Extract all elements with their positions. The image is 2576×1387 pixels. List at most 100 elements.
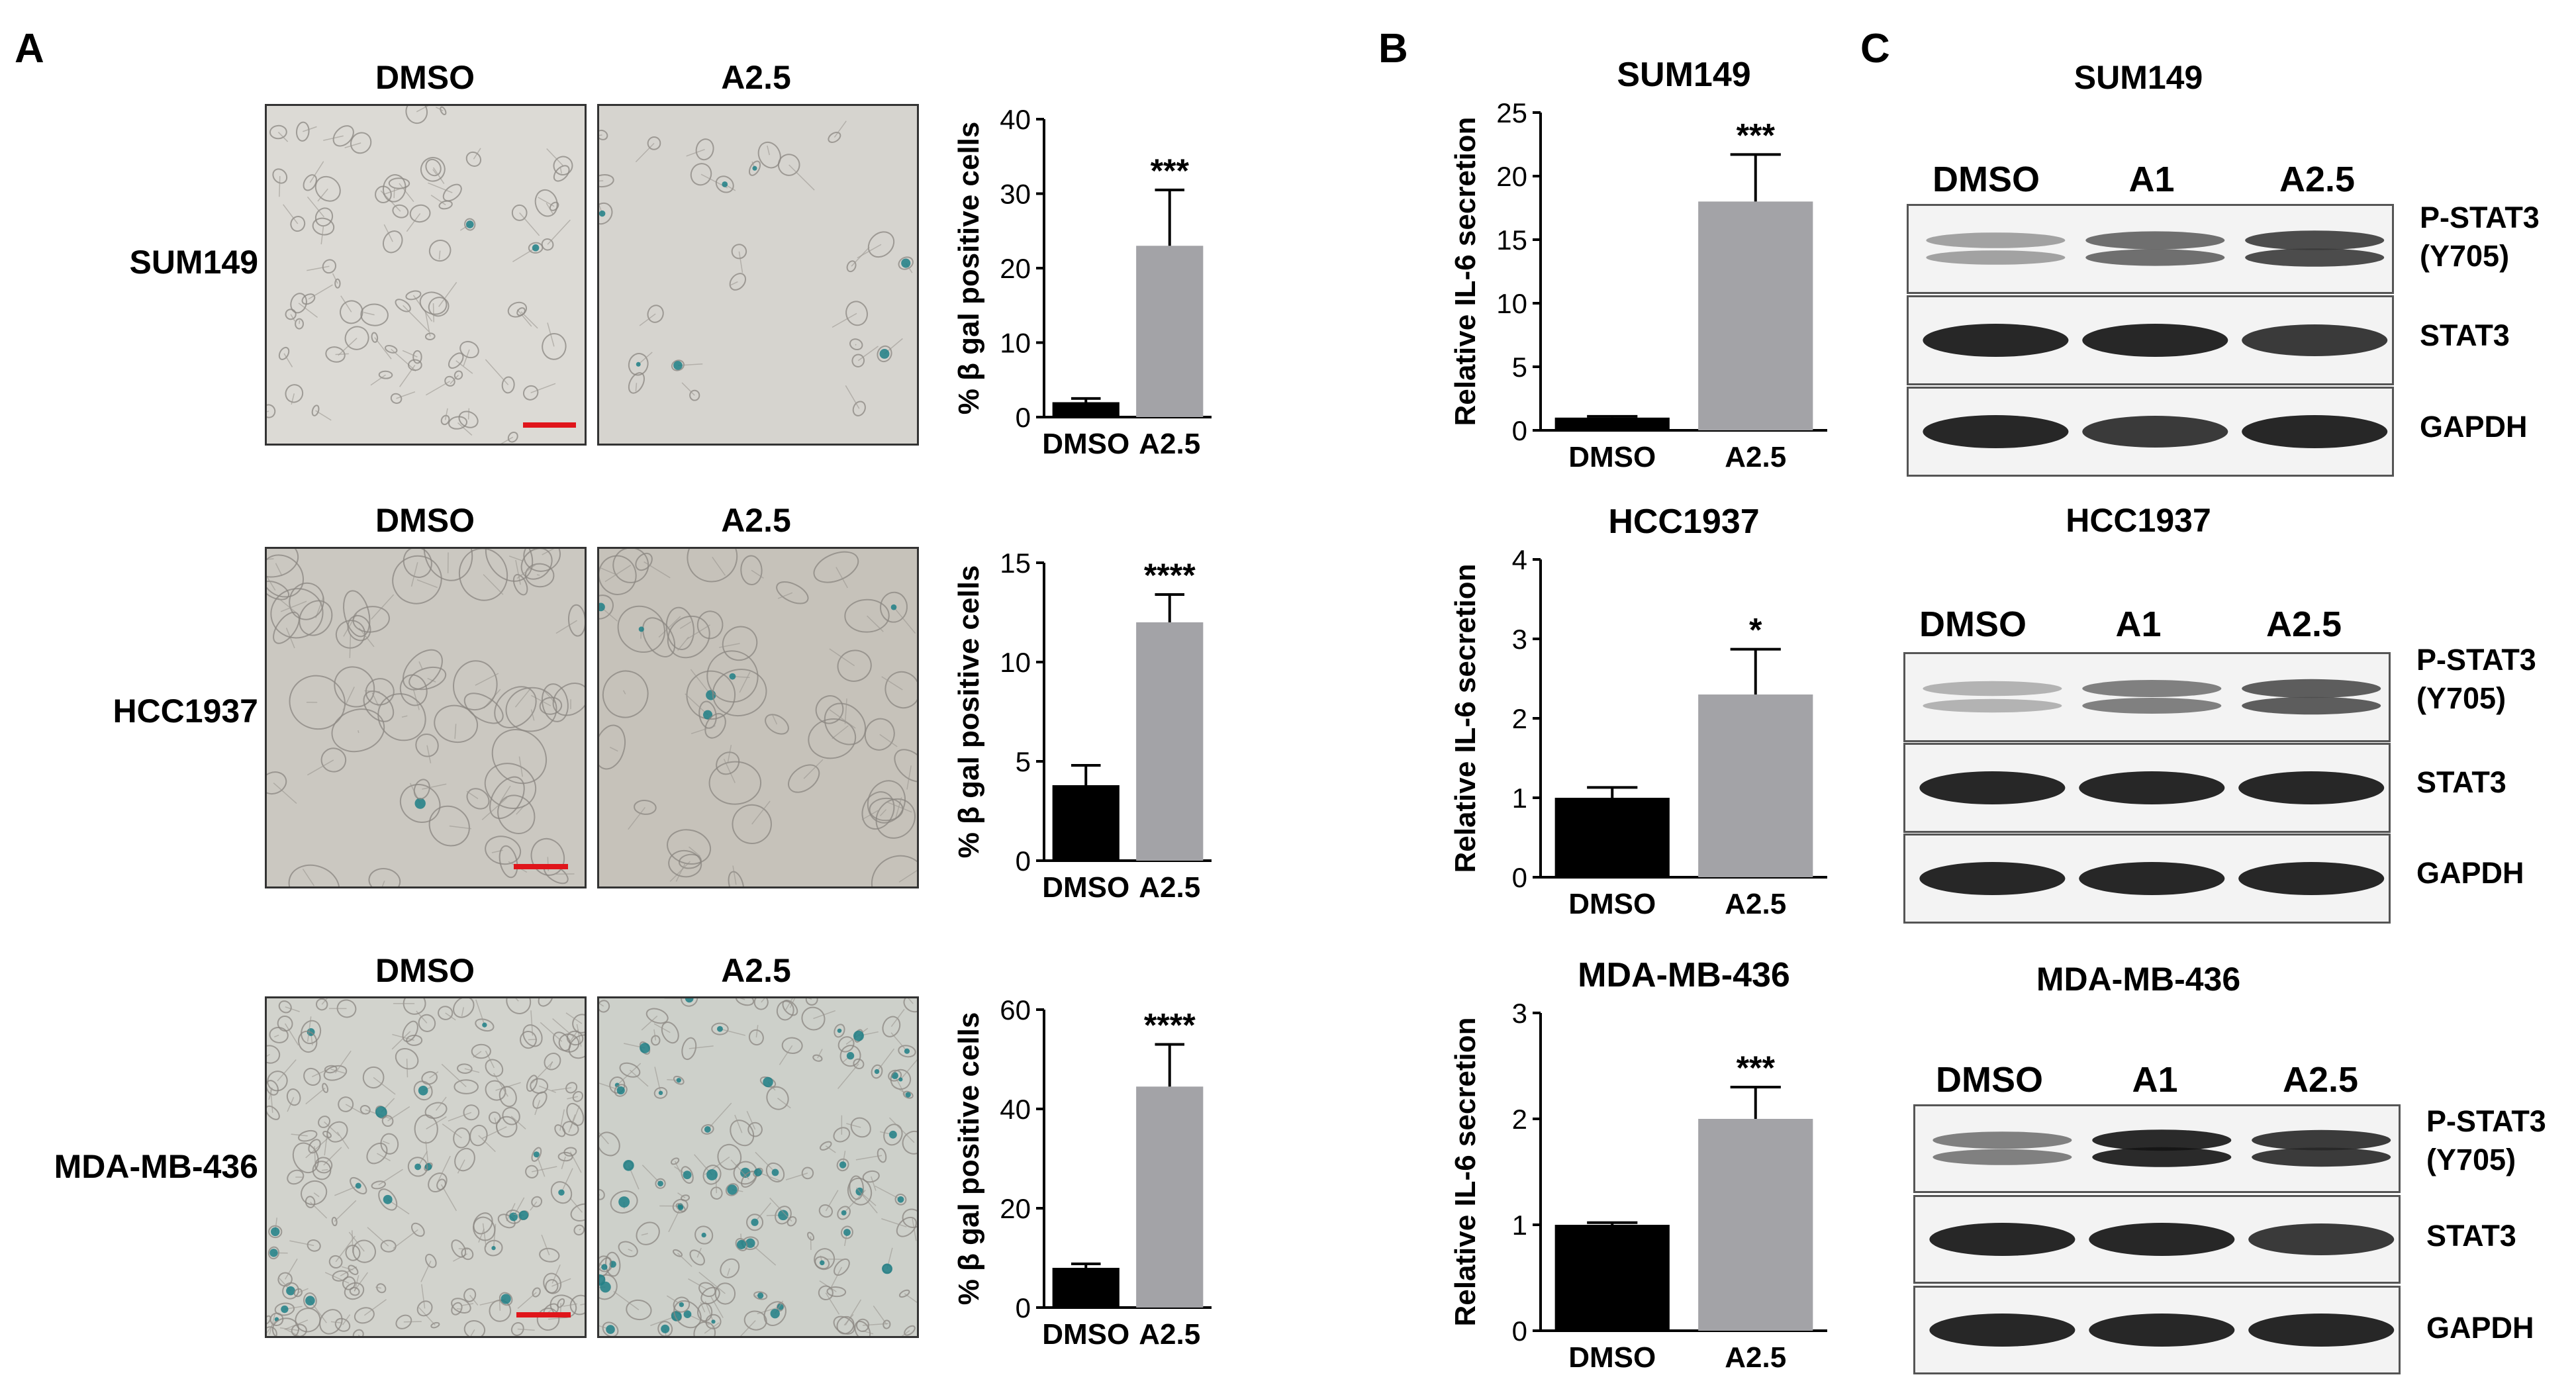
x-tick-label: A2.5 — [1139, 1318, 1200, 1351]
x-tick-label: A2.5 — [1725, 441, 1786, 473]
y-tick-label: 4 — [1512, 544, 1527, 575]
bgal-chart-hcc1937: 0 5 10 15 % β gal positive cells DMSO A2.5 **** — [953, 548, 1212, 904]
blot-title: HCC1937 — [2066, 502, 2211, 539]
significance-label: *** — [1737, 117, 1776, 154]
y-tick-label: 5 — [1512, 352, 1527, 383]
blot-band — [2248, 1223, 2395, 1255]
significance-label: **** — [1144, 1007, 1196, 1044]
blot-band — [2082, 324, 2228, 357]
y-tick-label: 3 — [1512, 998, 1527, 1029]
lane-label: A1 — [2132, 1060, 2178, 1100]
x-tick-label: DMSO — [1568, 1341, 1656, 1374]
blot-band — [2082, 698, 2222, 714]
blot-row-label: P-STAT3 (Y705) — [2420, 201, 2540, 273]
blot-title: SUM149 — [2074, 59, 2203, 96]
y-tick-label: 10 — [1000, 328, 1031, 359]
x-tick-label: DMSO — [1042, 428, 1129, 460]
y-tick-label: 60 — [1000, 994, 1031, 1026]
y-axis-label: Relative IL-6 secretion — [1449, 117, 1482, 426]
blot-band — [2242, 679, 2381, 698]
blot-band — [2242, 324, 2388, 356]
il6-chart-mda-mb-436: MDA-MB-436 0 1 2 3 Relative IL-6 secretion DMS… — [1449, 956, 1827, 1374]
blot-band — [1926, 232, 2066, 248]
lane-label: DMSO — [1919, 604, 2027, 644]
micrograph-mda-mb-436-a2.5 — [597, 996, 919, 1338]
y-tick-label: 30 — [1000, 179, 1031, 210]
blot-stat3 — [1903, 743, 2391, 833]
lane-label: A1 — [2115, 604, 2162, 644]
blot-band — [1932, 1131, 2072, 1149]
x-tick-label: DMSO — [1042, 1318, 1129, 1351]
blot-band — [2248, 1314, 2395, 1347]
blot-row-label: GAPDH — [2420, 410, 2528, 444]
x-tick-label: A2.5 — [1725, 888, 1786, 920]
blot-band — [2082, 416, 2228, 448]
y-tick-label: 0 — [1016, 402, 1031, 433]
y-tick-label: 0 — [1512, 1315, 1527, 1347]
y-tick-label: 2 — [1512, 703, 1527, 734]
blot-band — [2079, 862, 2225, 895]
significance-label: **** — [1144, 557, 1196, 594]
chart-title: MDA-MB-436 — [1578, 956, 1790, 994]
blot-band — [2092, 1129, 2232, 1151]
blot-band — [2252, 1129, 2391, 1151]
x-tick-label: A2.5 — [1139, 871, 1200, 904]
treatment-label: A2.5 — [721, 952, 791, 989]
blot-title: MDA-MB-436 — [2036, 961, 2241, 998]
chart-title: SUM149 — [1617, 56, 1750, 94]
y-axis-label: % β gal positive cells — [953, 565, 985, 859]
y-tick-label: 20 — [1496, 161, 1527, 192]
blot-band — [2089, 1223, 2235, 1256]
x-tick-label: A2.5 — [1725, 1341, 1786, 1374]
blot-band — [1929, 1223, 2075, 1256]
blot-band — [2089, 1314, 2235, 1347]
panel-letter-c: C — [1860, 26, 1890, 72]
treatment-label: A2.5 — [721, 502, 791, 539]
y-tick-label: 3 — [1512, 624, 1527, 655]
y-tick-label: 40 — [1000, 104, 1031, 135]
lane-label: DMSO — [1932, 160, 2040, 199]
blot-band — [1919, 771, 2066, 804]
y-tick-label: 25 — [1496, 97, 1527, 128]
blot-gapdh — [1903, 834, 2391, 924]
treatment-label: DMSO — [375, 502, 475, 539]
y-axis-label: Relative IL-6 secretion — [1449, 563, 1482, 873]
treatment-label: A2.5 — [721, 59, 791, 96]
blot-band — [2245, 248, 2385, 267]
x-tick-label: DMSO — [1568, 888, 1656, 920]
bar-dmso — [1052, 785, 1120, 861]
blot-gapdh — [1913, 1286, 2401, 1374]
scale-bar — [514, 864, 568, 869]
chart-title: HCC1937 — [1608, 502, 1759, 541]
blot-band — [2092, 1147, 2232, 1167]
blot-row-label: STAT3 — [2426, 1219, 2516, 1253]
lane-label: A1 — [2128, 160, 2175, 199]
lane-label: A2.5 — [2282, 1060, 2359, 1100]
micrograph-hcc1937-dmso — [265, 547, 587, 888]
blot-band — [2079, 771, 2225, 804]
y-axis-label: % β gal positive cells — [953, 1012, 985, 1306]
il6-chart-sum149: SUM149 0 5 10 15 20 25 Relative IL-6 secretion D… — [1449, 56, 1827, 473]
il6-chart-hcc1937: HCC1937 0 1 2 3 4 Relative IL-6 secretion DMSO A… — [1449, 502, 1827, 920]
blot-band — [2252, 1147, 2391, 1167]
blot-band — [1923, 324, 2069, 357]
blot-band — [1923, 415, 2069, 448]
bar-dmso — [1554, 1225, 1670, 1331]
treatment-label: DMSO — [375, 59, 475, 96]
micrograph-sum149-dmso — [265, 104, 587, 446]
y-tick-label: 20 — [1000, 1193, 1031, 1224]
blot-p-stat3 — [1903, 652, 2391, 742]
cell-line-label: SUM149 — [129, 244, 258, 281]
bgal-chart-mda-mb-436: 0 20 40 60 % β gal positive cells DMSO A2.5 ***… — [953, 994, 1212, 1351]
bar-a2.5 — [1698, 1119, 1813, 1331]
y-tick-label: 0 — [1512, 862, 1527, 893]
blot-row-label: STAT3 — [2420, 318, 2510, 352]
blot-band — [2085, 231, 2225, 250]
blot-band — [1929, 1314, 2075, 1347]
x-tick-label: A2.5 — [1139, 428, 1200, 460]
y-tick-label: 0 — [1016, 845, 1031, 877]
blot-row-label: P-STAT3 (Y705) — [2416, 643, 2536, 715]
blot-band — [2238, 771, 2385, 804]
blot-p-stat3 — [1913, 1104, 2401, 1193]
cell-line-label: HCC1937 — [113, 693, 258, 730]
